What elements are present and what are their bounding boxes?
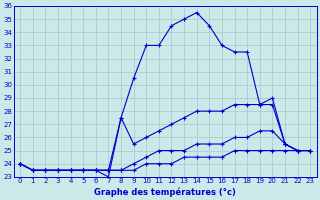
X-axis label: Graphe des températures (°c): Graphe des températures (°c) xyxy=(94,187,236,197)
